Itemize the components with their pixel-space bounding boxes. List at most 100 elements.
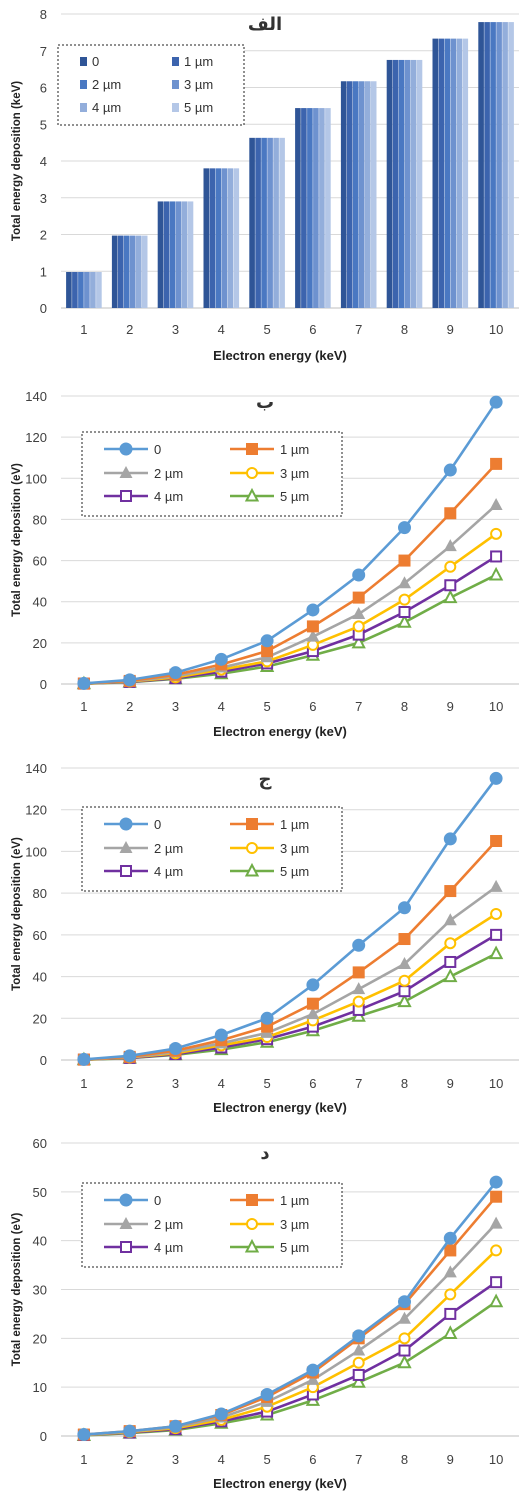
data-point <box>444 1288 457 1301</box>
legend-label: 2 µm <box>154 1217 183 1232</box>
x-tick-label: 3 <box>172 1452 179 1467</box>
series-line <box>83 401 498 685</box>
y-tick-label: 80 <box>33 512 47 527</box>
y-tick-label: 1 <box>40 264 47 279</box>
data-point <box>489 1216 503 1229</box>
data-point <box>489 395 503 409</box>
data-point <box>443 589 458 604</box>
legend-marker <box>120 1241 132 1253</box>
data-point <box>490 527 503 540</box>
series-line <box>83 1300 497 1437</box>
x-tick-label: 1 <box>80 1452 87 1467</box>
data-point <box>443 1325 458 1339</box>
data-point <box>398 521 411 535</box>
data-point <box>352 607 366 620</box>
legend-swatch <box>172 103 179 112</box>
bar <box>313 108 319 308</box>
legend: 0 1 µm 2 µm 3 µm 4 µm 5 µm <box>81 1182 343 1268</box>
legend-label: 4 µm <box>154 489 183 504</box>
y-tick-label: 120 <box>25 430 47 445</box>
legend-label: 5 µm <box>280 1240 309 1255</box>
bar <box>392 59 399 308</box>
chart-title: ب <box>256 392 274 413</box>
chart-panel-2: 0 20 40 60 80 100 120 140 1 2 3 4 5 6 7 8 9 10 Electron en… <box>11 389 519 739</box>
x-axis-title: Electron energy (keV) <box>213 1476 347 1491</box>
legend-label: 2 µm <box>154 841 183 856</box>
data-point <box>444 1244 457 1257</box>
x-tick-label: 5 <box>263 1076 270 1091</box>
x-tick-label: 6 <box>309 1452 316 1467</box>
y-tick-label: 40 <box>33 1234 47 1249</box>
legend-label: 4 µm <box>92 100 121 115</box>
data-point <box>490 1276 503 1289</box>
chart-title: الف <box>248 14 282 35</box>
legend-marker <box>119 442 133 456</box>
bar <box>432 38 439 309</box>
legend-label: 0 <box>154 1193 161 1208</box>
data-point <box>306 997 319 1010</box>
bar <box>209 168 216 308</box>
data-point <box>352 568 366 582</box>
data-point <box>490 835 503 847</box>
data-point <box>444 955 457 968</box>
legend-label: 1 µm <box>280 817 309 832</box>
series-line <box>83 952 497 1062</box>
bar <box>340 81 347 308</box>
bar <box>456 38 463 309</box>
x-tick-label: 9 <box>447 322 454 337</box>
data-point <box>398 554 411 567</box>
data-point <box>352 620 365 633</box>
data-point <box>398 1295 411 1309</box>
y-tick-label: 140 <box>25 761 47 776</box>
bar <box>66 271 72 308</box>
bar <box>364 81 371 308</box>
bar <box>295 108 301 308</box>
data-point <box>351 1374 366 1388</box>
y-tick-label: 80 <box>33 886 47 901</box>
x-tick-label: 4 <box>218 1452 225 1467</box>
bar <box>267 137 273 308</box>
legend-label: 5 µm <box>280 864 309 879</box>
legend-marker <box>120 490 132 502</box>
legend-marker <box>119 466 133 478</box>
series-line <box>83 555 497 685</box>
y-tick-label: 120 <box>25 803 47 818</box>
y-tick-label: 100 <box>25 471 47 486</box>
data-point <box>260 1011 274 1025</box>
x-tick-label: 4 <box>218 1076 225 1091</box>
bar <box>358 81 365 308</box>
legend-marker <box>246 467 258 479</box>
x-tick-label: 1 <box>80 699 87 714</box>
bar <box>352 81 359 308</box>
x-tick-label: 9 <box>447 1076 454 1091</box>
x-tick-label: 7 <box>355 322 362 337</box>
bar <box>96 271 102 308</box>
data-point <box>490 1244 503 1257</box>
data-point <box>488 1293 504 1308</box>
chart-panel-3: 0 20 40 60 80 100 120 140 1 2 3 4 5 6 7 8 9 10 Electron en… <box>11 761 519 1115</box>
bar <box>398 59 405 308</box>
bar <box>221 168 228 308</box>
data-point <box>352 1329 366 1343</box>
bar <box>301 108 307 308</box>
data-point <box>398 901 411 915</box>
y-tick-label: 8 <box>40 7 47 22</box>
y-tick-label: 40 <box>33 595 47 610</box>
data-point <box>443 832 457 846</box>
bar <box>233 168 240 308</box>
y-tick-label: 5 <box>40 117 47 132</box>
series-line <box>83 1181 498 1436</box>
data-point <box>352 966 365 979</box>
bar <box>249 137 255 308</box>
x-tick-label: 10 <box>489 1452 503 1467</box>
data-point <box>169 1419 182 1433</box>
legend-marker <box>246 842 258 854</box>
bar <box>181 201 188 308</box>
data-point <box>443 1265 457 1278</box>
legend: 0 1 µm 2 µm 3 µm 4 µm 5 µm <box>81 431 343 517</box>
legend: 0 1 µm 2 µm 3 µm 4 µm 5 µm <box>57 44 245 126</box>
legend-label: 4 µm <box>154 864 183 879</box>
bar <box>261 137 267 308</box>
y-tick-label: 60 <box>33 928 47 943</box>
